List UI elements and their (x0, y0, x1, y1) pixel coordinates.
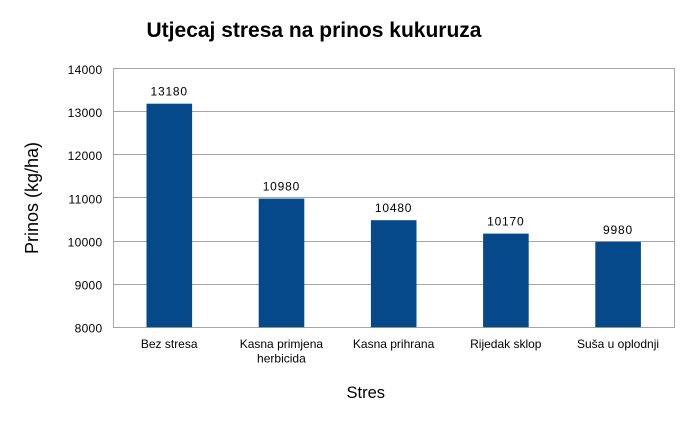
svg-text:Kasna prihrana: Kasna prihrana (353, 337, 435, 351)
svg-text:12000: 12000 (68, 149, 103, 163)
svg-text:10480: 10480 (375, 201, 412, 215)
svg-text:14000: 14000 (68, 63, 103, 77)
svg-text:Rijedak sklop: Rijedak sklop (470, 337, 542, 351)
svg-text:Prinos (kg/ha): Prinos (kg/ha) (22, 142, 42, 254)
svg-text:11000: 11000 (69, 192, 103, 206)
svg-text:Kasna primjena: Kasna primjena (240, 337, 324, 351)
svg-text:10000: 10000 (68, 235, 103, 249)
svg-text:9980: 9980 (603, 223, 633, 237)
svg-text:Suša u oplodnji: Suša u oplodnji (577, 337, 659, 351)
svg-text:herbicida: herbicida (257, 351, 306, 365)
svg-text:Utjecaj stresa na prinos kukur: Utjecaj stresa na prinos kukuruza (147, 19, 482, 42)
svg-text:Bez stresa: Bez stresa (141, 337, 198, 351)
svg-text:10170: 10170 (487, 215, 524, 229)
svg-text:13180: 13180 (151, 85, 188, 99)
svg-text:10980: 10980 (263, 180, 300, 194)
svg-text:Stres: Stres (347, 384, 386, 402)
svg-text:13000: 13000 (68, 106, 103, 120)
svg-text:9000: 9000 (75, 279, 103, 293)
svg-text:8000: 8000 (75, 322, 103, 336)
